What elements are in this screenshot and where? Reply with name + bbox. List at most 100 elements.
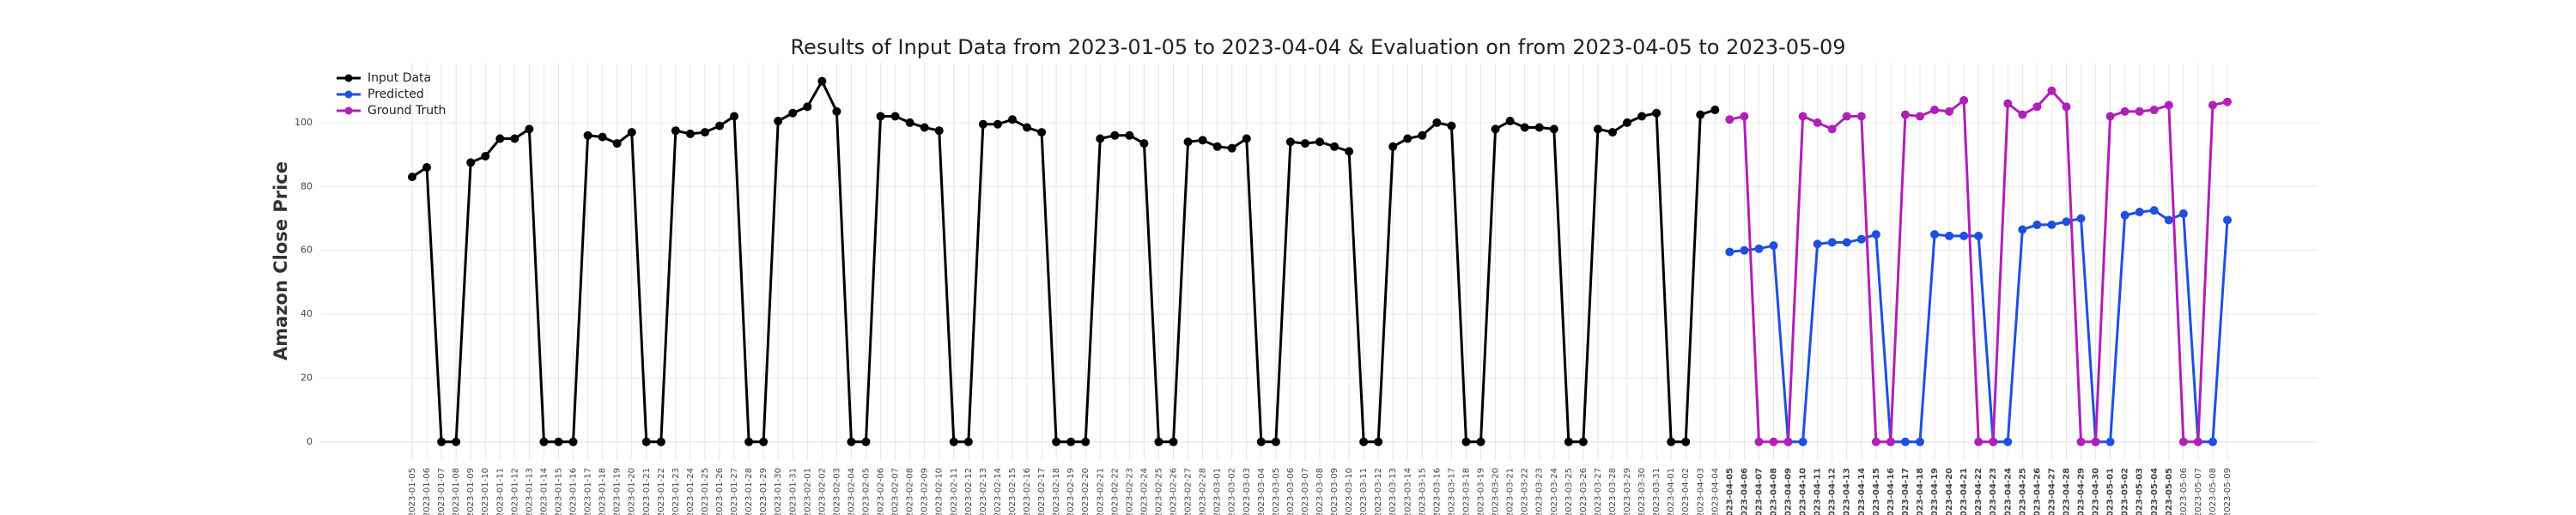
data-point: [2135, 106, 2144, 116]
data-point: [963, 437, 973, 446]
data-point: [1300, 139, 1309, 148]
data-point: [1256, 437, 1266, 446]
data-point: [774, 117, 783, 126]
x-tick-label: 2023-04-19: [1930, 468, 1940, 515]
x-tick-label: 2023-02-16: [1023, 468, 1032, 515]
x-tick-label: 2023-01-21: [642, 468, 652, 515]
data-point: [2223, 215, 2232, 225]
data-point: [1827, 238, 1837, 247]
legend-marker: [344, 90, 353, 99]
data-point: [1637, 112, 1647, 121]
data-point: [715, 121, 725, 130]
data-point: [1754, 244, 1764, 253]
data-point: [2223, 97, 2232, 106]
x-tick-label: 2023-01-26: [715, 468, 725, 515]
x-tick-label: 2023-02-14: [993, 468, 1003, 515]
x-tick-label: 2023-03-03: [1242, 468, 1252, 515]
x-tick-label: 2023-02-28: [1199, 468, 1208, 515]
data-point: [1476, 437, 1485, 446]
data-point: [1154, 437, 1163, 446]
data-point: [1227, 143, 1236, 153]
data-point: [1461, 437, 1471, 446]
data-point: [2208, 437, 2217, 446]
x-tick-label: 2023-03-20: [1492, 468, 1501, 515]
x-tick-label: 2023-05-02: [2121, 468, 2130, 515]
data-point: [1989, 437, 1998, 446]
data-point: [1549, 124, 1558, 134]
data-point: [1271, 437, 1280, 446]
x-tick-label: 2023-02-21: [1096, 468, 1105, 515]
x-tick-label: 2023-04-22: [1974, 468, 1984, 515]
x-tick-label: 2023-03-01: [1213, 468, 1223, 515]
data-point: [1432, 118, 1442, 127]
x-tick-label: 2023-01-10: [481, 468, 490, 515]
data-point: [1813, 239, 1822, 249]
data-point: [1740, 245, 1749, 255]
x-tick-label: 2023-01-19: [613, 468, 623, 515]
x-tick-label: 2023-03-25: [1564, 468, 1574, 515]
data-point: [1813, 118, 1822, 127]
data-point: [2003, 437, 2013, 446]
x-tick-label: 2023-03-23: [1535, 468, 1545, 515]
data-point: [1183, 137, 1193, 147]
x-tick-label: 2023-01-18: [598, 468, 608, 515]
data-point: [934, 126, 944, 136]
data-point: [1037, 128, 1047, 137]
data-point: [1081, 437, 1091, 446]
x-tick-label: 2023-05-06: [2179, 468, 2189, 515]
x-tick-label: 2023-05-04: [2150, 468, 2160, 515]
data-point: [2178, 437, 2188, 446]
data-point: [2164, 215, 2173, 225]
x-tick-label: 2023-04-09: [1784, 468, 1794, 515]
data-point: [876, 112, 885, 121]
x-tick-label: 2023-03-19: [1477, 468, 1486, 515]
data-point: [2193, 437, 2202, 446]
x-tick-label: 2023-04-27: [2047, 468, 2057, 515]
data-point: [2047, 86, 2057, 95]
x-tick-label: 2023-02-20: [1081, 468, 1091, 515]
data-point: [1769, 241, 1778, 251]
x-tick-label: 2023-01-16: [569, 468, 579, 515]
data-point: [817, 76, 827, 86]
data-point: [1198, 136, 1207, 145]
x-tick-label: 2023-02-08: [906, 468, 915, 515]
x-tick-label: 2023-03-29: [1623, 468, 1632, 515]
x-tick-label: 2023-02-02: [817, 468, 827, 515]
chart-title: Results of Input Data from 2023-01-05 to…: [790, 35, 1845, 59]
data-point: [1023, 123, 1032, 132]
x-tick-label: 2023-02-01: [803, 468, 812, 515]
x-tick-label: 2023-04-16: [1886, 468, 1896, 515]
x-tick-label: 2023-04-03: [1696, 468, 1705, 515]
x-tick-label: 2023-04-30: [2092, 468, 2101, 515]
x-tick-label: 2023-05-05: [2165, 468, 2174, 515]
x-tick-label: 2023-02-06: [877, 468, 886, 515]
data-point: [1842, 112, 1851, 121]
x-tick-label: 2023-02-11: [950, 468, 959, 515]
data-point: [481, 151, 490, 161]
x-tick-label: 2023-01-14: [539, 468, 549, 515]
data-point: [1403, 134, 1413, 143]
data-point: [2018, 110, 2027, 119]
data-point: [2120, 210, 2129, 220]
x-tick-label: 2023-03-10: [1345, 468, 1354, 515]
x-tick-label: 2023-04-26: [2032, 468, 2042, 515]
data-point: [788, 108, 798, 118]
data-point: [2018, 225, 2027, 234]
data-point: [656, 437, 665, 446]
x-tick-label: 2023-01-20: [628, 468, 637, 515]
data-point: [1315, 137, 1324, 147]
x-tick-label: 2023-01-23: [671, 468, 681, 515]
x-tick-label: 2023-03-05: [1272, 468, 1281, 515]
data-point: [1871, 437, 1880, 446]
data-point: [1915, 112, 1924, 121]
data-point: [1125, 130, 1134, 140]
data-point: [1945, 231, 1954, 240]
data-point: [1330, 142, 1340, 151]
x-tick-label: 2023-03-15: [1418, 468, 1427, 515]
x-tick-label: 2023-04-05: [1725, 468, 1735, 515]
x-tick-label: 2023-02-26: [1170, 468, 1179, 515]
data-point: [408, 173, 416, 182]
data-point: [2164, 100, 2173, 110]
x-tick-label: 2023-05-01: [2106, 468, 2116, 515]
data-point: [861, 437, 871, 446]
